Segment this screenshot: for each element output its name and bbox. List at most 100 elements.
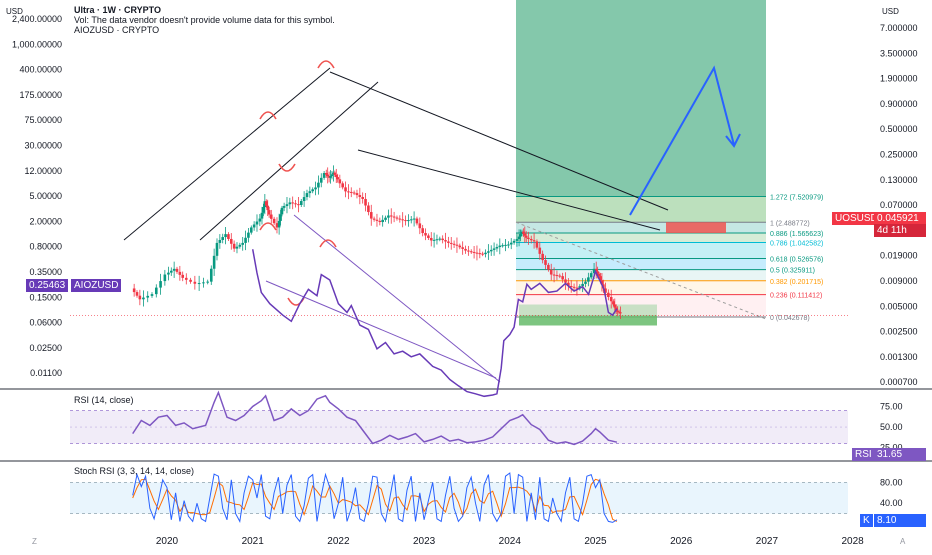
rsi-line xyxy=(132,390,618,446)
uos-countdown-tag: 4d 11h xyxy=(874,224,926,237)
uos-candle xyxy=(282,206,286,208)
right-axis-tick: 3.500000 xyxy=(880,48,918,58)
fib-level-label: 0.618 (0.526576) xyxy=(770,256,823,263)
uos-candle xyxy=(330,174,334,177)
uos-candle xyxy=(541,253,544,261)
fib-level-label: 0.236 (0.111412) xyxy=(770,293,822,300)
left-axis-tick: 75.00000 xyxy=(24,115,62,125)
fib-trend-line xyxy=(515,221,767,320)
uos-candle xyxy=(512,240,516,243)
uos-candle xyxy=(184,277,188,280)
uos-candle xyxy=(401,219,404,221)
uos-candle xyxy=(326,174,329,177)
uos-candle xyxy=(587,277,590,282)
uos-candle xyxy=(361,197,364,199)
uos-candle xyxy=(619,312,622,314)
uos-candle xyxy=(501,245,504,247)
uos-candle xyxy=(481,253,484,255)
left-axis-tick: 0.80000 xyxy=(29,242,62,252)
uos-candle xyxy=(221,237,225,240)
uos-candle xyxy=(495,247,499,249)
left-axis-tick: 2.00000 xyxy=(29,216,62,226)
right-axis-tick: 0.250000 xyxy=(880,150,918,160)
uos-candle xyxy=(607,292,610,297)
uos-candle xyxy=(604,288,607,293)
uos-candle xyxy=(498,245,502,248)
uos-candle xyxy=(193,281,197,284)
uos-candle xyxy=(458,245,462,248)
timezone-icon[interactable]: Z xyxy=(32,537,37,546)
cycle-arc xyxy=(317,60,335,69)
fib-zone xyxy=(516,233,766,243)
left-axis-tick: 0.02500 xyxy=(29,343,62,353)
x-axis-tick: 2022 xyxy=(327,536,350,547)
uos-candle xyxy=(398,218,402,220)
uos-candle xyxy=(478,253,482,255)
uos-candle xyxy=(279,214,282,221)
uos-candle xyxy=(202,282,205,284)
uos-candle xyxy=(538,247,542,254)
uos-candle xyxy=(263,201,267,208)
right-currency-label: USD xyxy=(882,7,899,16)
auto-scale-icon[interactable]: A xyxy=(900,537,906,546)
uos-candle xyxy=(333,172,337,175)
uos-candle xyxy=(336,177,339,180)
x-axis-tick: 2021 xyxy=(242,536,265,547)
stoch-k-line xyxy=(132,472,618,523)
uos-candle xyxy=(172,268,176,271)
uos-candle xyxy=(238,244,242,247)
uos-candle xyxy=(407,220,410,222)
uos-candle xyxy=(244,237,247,243)
uos-candle xyxy=(299,201,303,206)
uos-candle xyxy=(484,252,487,255)
uos-candle xyxy=(421,228,424,234)
uos-candle xyxy=(418,223,422,229)
cycle-arc xyxy=(259,111,277,120)
uos-candle xyxy=(314,187,317,190)
right-axis-tick: 0.001300 xyxy=(880,352,918,362)
uos-candle xyxy=(569,286,573,288)
rsi-axis-tick: 75.00 xyxy=(880,401,903,411)
uos-candle xyxy=(547,264,550,270)
uos-candle xyxy=(266,205,269,211)
right-axis-tick: 0.002500 xyxy=(880,327,918,337)
uos-candle xyxy=(515,239,519,241)
uos-candle xyxy=(275,223,279,228)
uos-candle xyxy=(247,232,250,238)
uos-candle xyxy=(507,244,510,246)
channel-upper-line xyxy=(123,67,331,241)
right-axis-tick: 0.000700 xyxy=(880,377,918,387)
uos-candle xyxy=(415,218,419,224)
uos-candle xyxy=(341,183,344,188)
uos-candle xyxy=(438,238,442,240)
uos-candle xyxy=(381,219,384,223)
uos-candle xyxy=(522,231,525,234)
uos-candle xyxy=(517,236,521,240)
uos-candle xyxy=(427,235,430,238)
aioz-wedge-upper xyxy=(293,214,501,383)
cycle-arc xyxy=(319,239,337,248)
uos-candle xyxy=(297,204,300,206)
uos-candle xyxy=(561,276,564,280)
uos-candle xyxy=(447,241,450,243)
right-axis-tick: 1.900000 xyxy=(880,74,918,84)
uos-candle xyxy=(558,275,562,277)
x-axis-tick: 2020 xyxy=(156,536,179,547)
uos-candle xyxy=(384,217,387,220)
uos-candle xyxy=(592,268,596,274)
uos-symbol-tag: UOSUSD xyxy=(832,212,881,225)
uos-candle xyxy=(575,287,579,289)
uos-candle xyxy=(138,295,142,300)
fib-zone xyxy=(516,242,766,259)
aioz-overlay-line xyxy=(251,249,618,398)
uos-candle xyxy=(504,244,507,246)
uos-candle xyxy=(305,193,309,198)
uos-candle xyxy=(378,220,382,223)
uos-candle xyxy=(567,282,570,287)
fib-level-label: 0 (0.042678) xyxy=(770,315,810,322)
fib-zone xyxy=(516,196,766,223)
left-axis-tick: 0.15000 xyxy=(29,292,62,302)
left-axis-tick: 1,000.00000 xyxy=(12,39,62,49)
